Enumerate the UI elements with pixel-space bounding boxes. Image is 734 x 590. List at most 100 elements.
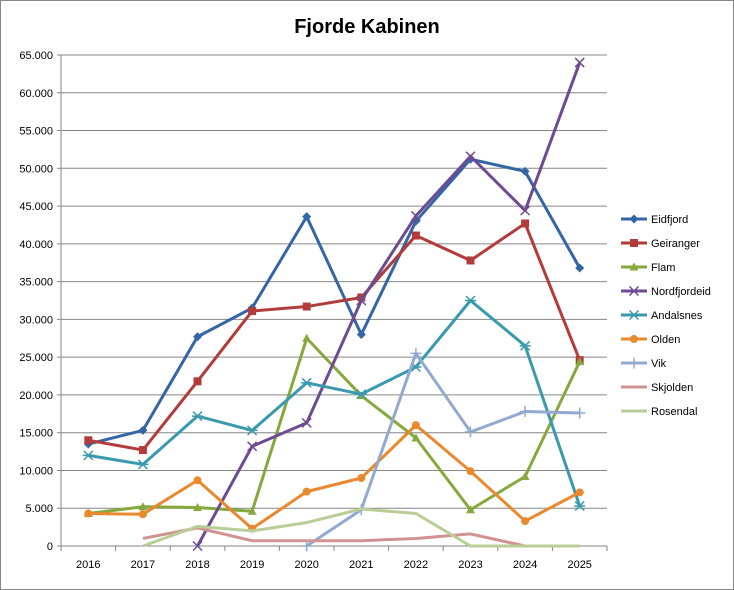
data-point-olden xyxy=(575,488,584,497)
x-tick-label: 2019 xyxy=(240,559,264,571)
data-point-flam xyxy=(575,357,585,366)
legend-label: Vik xyxy=(651,358,667,370)
data-point-nordfjordeid xyxy=(410,210,421,221)
legend-label: Rosendal xyxy=(651,406,697,418)
series-line-andalsnes xyxy=(88,299,582,507)
data-point-geiranger xyxy=(84,436,93,445)
data-point-flam xyxy=(302,333,312,342)
data-point-geiranger xyxy=(138,446,147,455)
legend-label: Eidfjord xyxy=(651,214,688,226)
series-line-eidfjord xyxy=(87,157,582,446)
y-tick-label: 50.000 xyxy=(19,163,53,175)
data-point-nordfjordeid xyxy=(465,151,476,162)
data-point-eidfjord xyxy=(302,212,312,222)
series-geiranger xyxy=(84,219,584,455)
data-point-geiranger xyxy=(521,219,530,228)
data-point-andalsnes xyxy=(355,389,367,400)
y-tick-label: 40.000 xyxy=(19,239,53,251)
legend-marker xyxy=(630,239,638,247)
series-nordfjordeid xyxy=(192,57,585,552)
x-tick-label: 2022 xyxy=(404,559,428,571)
data-point-vik xyxy=(301,540,313,552)
series-line-rosendal xyxy=(142,507,580,548)
x-tick-label: 2021 xyxy=(349,559,373,571)
data-point-andalsnes xyxy=(465,295,476,306)
data-point-nordfjordeid xyxy=(301,417,312,428)
legend-marker xyxy=(630,335,638,343)
data-point-nordfjordeid xyxy=(192,540,203,552)
y-tick-label: 25.000 xyxy=(19,352,53,364)
series-line-skjolden xyxy=(142,526,580,548)
data-point-nordfjordeid xyxy=(574,57,585,68)
series-andalsnes xyxy=(82,295,586,511)
data-point-eidfjord xyxy=(520,166,530,176)
data-point-nordfjordeid xyxy=(247,441,258,452)
data-point-geiranger xyxy=(466,256,475,265)
series-skjolden xyxy=(142,526,580,548)
series-olden xyxy=(84,421,584,533)
legend-item-skjolden: Skjolden xyxy=(621,382,693,394)
data-point-olden xyxy=(466,467,475,476)
data-point-geiranger xyxy=(357,293,366,302)
y-tick-label: 5.000 xyxy=(25,503,53,515)
series-lines xyxy=(82,57,586,552)
legend-marker xyxy=(628,309,640,321)
y-tick-label: 30.000 xyxy=(19,314,53,326)
x-tick-label: 2018 xyxy=(185,559,209,571)
axes: 0 5.000 10.000 15.000 20.000 25.000 30.000 35.0… xyxy=(19,50,608,571)
chart-title: Fjorde Kabinen xyxy=(294,16,440,38)
y-tick-label: 45.000 xyxy=(19,201,53,213)
data-point-vik xyxy=(574,407,586,419)
legend-item-geiranger: Geiranger xyxy=(621,238,700,250)
data-point-olden xyxy=(357,474,366,483)
legend-item-eidfjord: Eidfjord xyxy=(621,214,688,226)
legend-item-vik: Vik xyxy=(621,357,667,370)
data-point-andalsnes xyxy=(82,450,94,461)
data-point-vik xyxy=(519,406,531,418)
y-tick-label: 0 xyxy=(47,541,53,553)
y-tick-label: 55.000 xyxy=(19,126,53,138)
y-tick-label: 15.000 xyxy=(19,428,53,440)
legend-marker xyxy=(628,357,640,369)
series-line-olden xyxy=(88,423,581,531)
x-tick-label: 2024 xyxy=(513,559,537,571)
legend-item-andalsnes: Andalsnes xyxy=(621,309,703,322)
data-point-geiranger xyxy=(302,302,311,311)
data-point-eidfjord xyxy=(356,329,366,339)
data-point-andalsnes xyxy=(246,425,258,436)
data-point-nordfjordeid xyxy=(520,205,531,216)
data-point-geiranger xyxy=(248,307,257,316)
legend-label: Andalsnes xyxy=(651,310,703,322)
data-point-geiranger xyxy=(411,231,420,240)
data-point-nordfjordeid xyxy=(356,295,367,306)
series-line-vik xyxy=(305,351,580,548)
data-point-flam xyxy=(138,502,148,511)
gridlines xyxy=(61,54,607,547)
series-line-nordfjordeid xyxy=(196,62,582,547)
x-tick-label: 2025 xyxy=(567,559,591,571)
data-point-andalsnes xyxy=(574,500,586,511)
legend-marker xyxy=(629,214,639,224)
x-tick-label: 2016 xyxy=(76,559,100,571)
data-point-eidfjord xyxy=(138,425,148,435)
data-point-eidfjord xyxy=(575,263,585,273)
y-tick-label: 35.000 xyxy=(19,277,53,289)
series-rosendal xyxy=(142,507,580,548)
legend-label: Flam xyxy=(651,262,675,274)
data-point-olden xyxy=(521,517,530,526)
data-point-olden xyxy=(302,487,311,496)
data-point-flam xyxy=(466,505,475,514)
legend-item-flam: Flam xyxy=(621,262,675,274)
data-point-geiranger xyxy=(193,377,202,386)
legend-item-rosendal: Rosendal xyxy=(621,406,697,418)
y-tick-label: 65.000 xyxy=(19,50,53,62)
series-line-flam xyxy=(88,336,582,516)
data-point-flam xyxy=(411,433,421,442)
data-point-olden xyxy=(193,476,202,485)
data-point-andalsnes xyxy=(192,411,203,422)
data-point-olden xyxy=(84,509,93,518)
series-line-geiranger xyxy=(88,221,582,452)
data-point-andalsnes xyxy=(519,340,531,351)
legend-label: Geiranger xyxy=(651,238,700,250)
